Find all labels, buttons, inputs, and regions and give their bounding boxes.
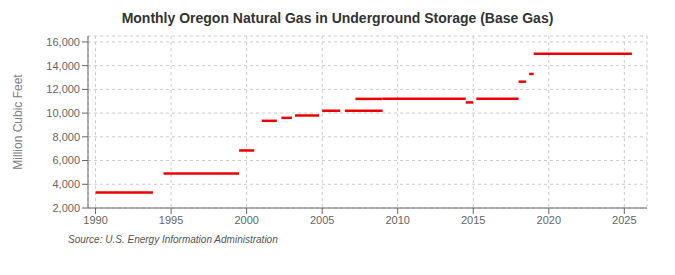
svg-text:16,000: 16,000 [46,36,80,48]
svg-text:4,000: 4,000 [52,178,80,190]
svg-text:2015: 2015 [461,214,485,226]
svg-text:1990: 1990 [83,214,107,226]
svg-text:10,000: 10,000 [46,107,80,119]
html-text:Source: U.S. Energy Informatio: Source: U.S. Energy Information Administ… [68,234,278,245]
svg-text:6,000: 6,000 [52,154,80,166]
svg-text:2005: 2005 [310,214,334,226]
svg-text:2010: 2010 [385,214,409,226]
svg-text:2000: 2000 [234,214,258,226]
svg-text:8,000: 8,000 [52,131,80,143]
svg-text:1995: 1995 [159,214,183,226]
svg-text:2,000: 2,000 [52,202,80,214]
svg-text:Million Cubic Feet: Million Cubic Feet [11,74,25,170]
svg-text:2020: 2020 [537,214,561,226]
svg-text:2025: 2025 [612,214,636,226]
svg-text:14,000: 14,000 [46,60,80,72]
svg-text:12,000: 12,000 [46,83,80,95]
html-text:Monthly Oregon Natural Gas in: Monthly Oregon Natural Gas in Undergroun… [121,10,554,26]
